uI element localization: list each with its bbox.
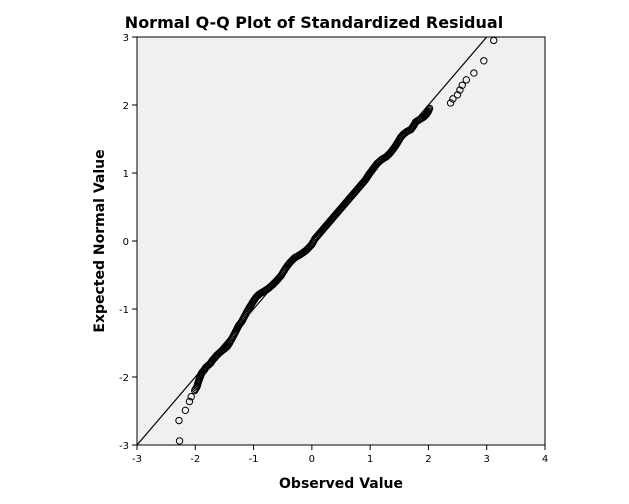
y-tick-label: 0 — [123, 237, 129, 248]
data-point — [462, 76, 471, 84]
data-point — [449, 95, 457, 103]
y-axis-label: Expected Normal Value — [92, 149, 108, 332]
data-point — [175, 416, 183, 425]
data-point — [187, 393, 195, 401]
data-point — [453, 91, 462, 99]
x-tick-label: 1 — [367, 454, 373, 465]
x-tick-label: 4 — [542, 454, 548, 465]
data-points-layer — [175, 36, 498, 445]
x-axis-ticks: -3 -2 -1 0 1 2 3 4 — [132, 445, 548, 465]
plot-area — [136, 36, 546, 446]
data-point — [470, 69, 478, 77]
data-point — [236, 319, 244, 328]
data-point — [458, 81, 466, 89]
x-tick-label: 2 — [425, 454, 431, 465]
data-point — [425, 104, 434, 113]
data-point — [185, 397, 194, 406]
y-axis-ticks: -3 -2 -1 0 1 2 3 — [119, 33, 137, 452]
x-tick-label: 3 — [484, 454, 490, 465]
data-point — [446, 99, 455, 107]
y-tick-label: 3 — [123, 33, 129, 44]
chart-title: Normal Q-Q Plot of Standardized Residual — [125, 13, 503, 32]
x-tick-label: -1 — [249, 454, 259, 465]
data-point — [480, 57, 488, 65]
y-tick-label: -1 — [119, 305, 129, 316]
x-tick-label: -2 — [190, 454, 200, 465]
data-point — [181, 406, 190, 415]
y-tick-label: 2 — [123, 101, 129, 112]
data-point — [175, 437, 184, 445]
x-axis-label: Observed Value — [279, 476, 403, 492]
y-tick-label: -3 — [119, 441, 129, 452]
y-tick-label: -2 — [119, 373, 129, 384]
y-tick-label: 1 — [123, 169, 129, 180]
x-tick-label: 0 — [309, 454, 315, 465]
data-point — [490, 36, 498, 45]
data-point — [456, 86, 464, 94]
x-tick-label: -3 — [132, 454, 142, 465]
